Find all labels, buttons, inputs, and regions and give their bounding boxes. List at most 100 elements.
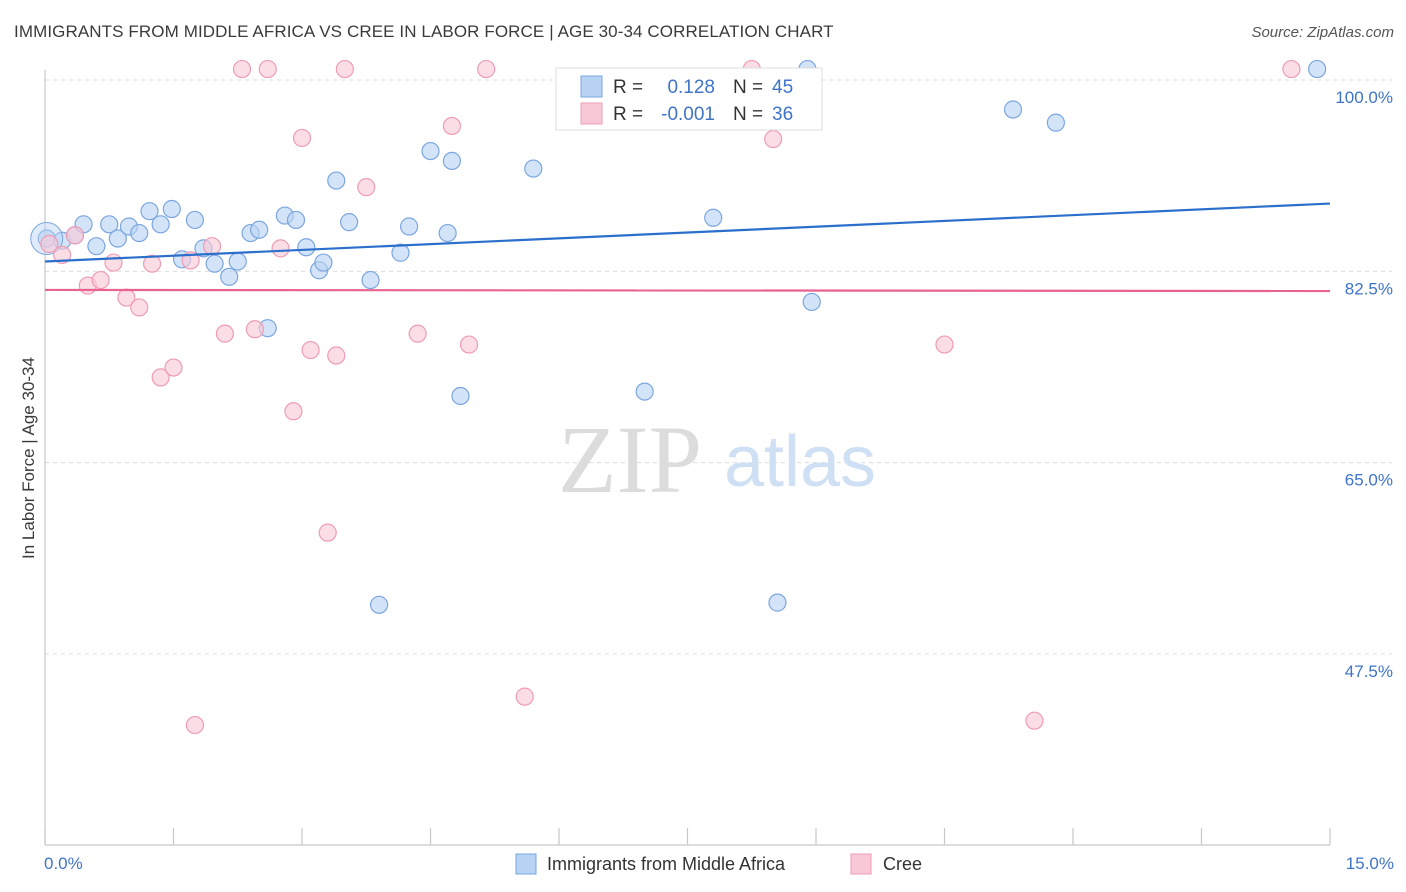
series-cree (40, 59, 1301, 735)
data-point (108, 229, 127, 248)
data-point (477, 59, 496, 79)
y-tick-labels: 100.0% 82.5% 65.0% 47.5% (1335, 88, 1393, 681)
data-point (802, 292, 821, 312)
data-point (391, 243, 410, 262)
data-point (151, 215, 170, 234)
data-point (40, 234, 59, 254)
data-point (1025, 711, 1044, 730)
data-point (357, 178, 376, 197)
y-axis-label: In Labor Force | Age 30-34 (19, 357, 38, 559)
data-point (442, 116, 462, 136)
data-point (65, 226, 85, 245)
data-point (205, 254, 224, 273)
x-axis-ticks (44, 828, 1331, 845)
x-tick-label-max: 15.0% (1346, 854, 1394, 873)
data-point (635, 382, 654, 401)
data-point (162, 199, 181, 219)
correlation-legend: R = 0.128 N = 45 R = -0.001 N = 36 (555, 67, 823, 131)
data-point (258, 59, 277, 79)
legend-swatch-immigrants (515, 853, 537, 875)
watermark-zip: ZIP (558, 406, 702, 513)
data-point (318, 523, 337, 542)
data-point (245, 320, 264, 339)
data-point (524, 159, 543, 178)
data-point (284, 402, 303, 421)
data-point (232, 59, 252, 79)
watermark-atlas: atlas (724, 422, 876, 502)
data-point (185, 210, 205, 230)
legend-r-label-pink: R = (613, 104, 643, 125)
data-point (250, 220, 269, 239)
data-point (220, 267, 239, 286)
legend-n-label-blue: N = (733, 77, 763, 98)
data-point (768, 593, 787, 612)
trend-line-immigrants (44, 202, 1331, 263)
data-point (1282, 59, 1301, 79)
legend-r-label-blue: R = (613, 77, 643, 98)
legend-swatch-cree (850, 853, 872, 875)
data-point (442, 151, 462, 171)
y-tick-label: 65.0% (1345, 471, 1393, 490)
legend-r-value-pink: -0.001 (661, 104, 715, 125)
data-point (130, 298, 149, 317)
y-tick-label: 82.5% (1345, 279, 1393, 298)
data-point (185, 715, 205, 735)
data-point (1003, 100, 1023, 119)
data-point (370, 595, 389, 614)
chart-title: IMMIGRANTS FROM MIDDLE AFRICA VS CREE IN… (14, 22, 834, 41)
data-point (292, 128, 312, 148)
data-point (100, 215, 119, 234)
data-point (91, 270, 110, 290)
trend-lines (44, 202, 1331, 293)
data-point (935, 335, 954, 354)
data-point (421, 141, 440, 161)
data-point (87, 237, 106, 256)
legend-n-value-blue: 45 (772, 77, 793, 98)
data-point (314, 253, 333, 272)
x-tick-label-min: 0.0% (44, 854, 83, 873)
data-point (142, 254, 162, 273)
series-legend: Immigrants from Middle Africa Cree (515, 853, 922, 875)
data-point (327, 171, 346, 190)
data-point (301, 340, 320, 360)
data-point (202, 237, 222, 256)
data-point (459, 335, 479, 354)
data-point (104, 253, 123, 272)
legend-r-value-blue: 0.128 (667, 77, 715, 98)
data-point (764, 129, 783, 149)
data-point (451, 386, 470, 406)
data-point (228, 252, 247, 271)
data-point (515, 687, 534, 706)
data-point (164, 358, 183, 377)
legend-label-cree: Cree (883, 854, 922, 874)
data-point (140, 202, 159, 221)
data-point (399, 217, 419, 236)
series-immigrants-middle-africa (30, 59, 1327, 614)
legend-swatch-pink (580, 102, 603, 125)
y-tick-label: 100.0% (1335, 88, 1393, 107)
trend-line-cree (44, 288, 1331, 293)
legend-label-immigrants: Immigrants from Middle Africa (547, 854, 786, 874)
data-point (408, 324, 427, 343)
data-point (151, 368, 170, 387)
legend-n-label-pink: N = (733, 104, 763, 125)
data-point (286, 210, 306, 230)
data-point (361, 270, 380, 290)
data-point (130, 223, 149, 243)
data-point (704, 208, 723, 227)
legend-swatch-blue (580, 75, 603, 98)
data-point (1046, 113, 1065, 132)
data-point (335, 59, 354, 79)
data-point (271, 239, 290, 258)
data-point (438, 223, 457, 243)
gridlines (45, 79, 1392, 655)
data-point (53, 245, 72, 265)
legend-n-value-pink: 36 (772, 104, 793, 125)
data-point (340, 213, 359, 232)
source-credit: Source: ZipAtlas.com (1251, 24, 1394, 41)
data-point (215, 324, 234, 343)
data-point (327, 346, 346, 365)
data-point (297, 238, 316, 257)
y-tick-label: 47.5% (1345, 662, 1393, 681)
